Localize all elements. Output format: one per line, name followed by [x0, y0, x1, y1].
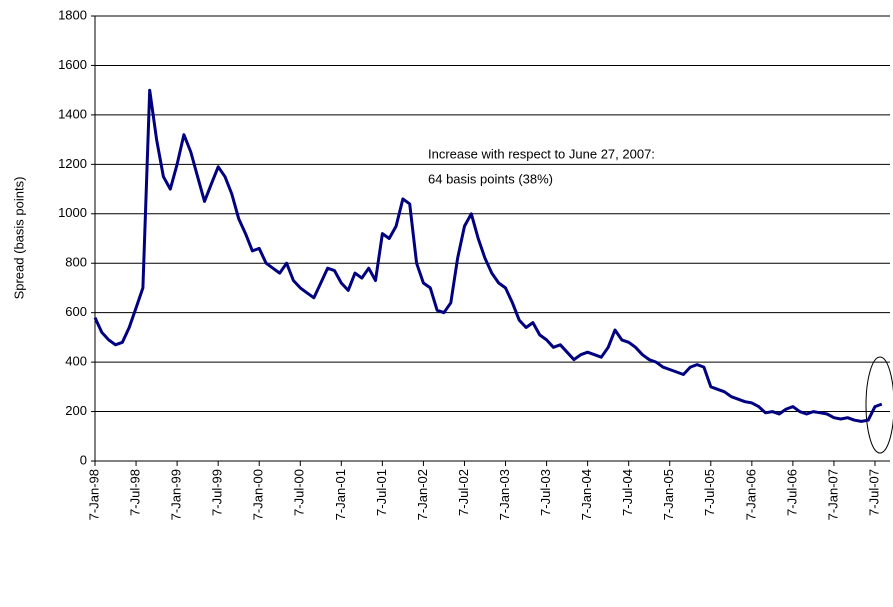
annotation: 64 basis points (38%): [428, 171, 553, 186]
annotation: Increase with respect to June 27, 2007:: [428, 146, 655, 161]
x-tick-label: 7-Jan-02: [415, 469, 430, 520]
y-tick-label: 200: [65, 403, 87, 418]
x-tick-label: 7-Jul-02: [456, 469, 471, 516]
x-tick-label: 7-Jul-04: [620, 469, 635, 516]
x-tick-label: 7-Jan-99: [169, 469, 184, 520]
x-tick-label: 7-Jul-00: [292, 469, 307, 516]
y-tick-label: 1800: [58, 7, 87, 22]
x-tick-label: 7-Jan-03: [497, 469, 512, 520]
x-tick-label: 7-Jan-05: [661, 469, 676, 520]
y-tick-label: 600: [65, 304, 87, 319]
x-tick-label: 7-Jul-01: [374, 469, 389, 516]
x-tick-label: 7-Jan-07: [825, 469, 840, 520]
data-line: [93, 88, 883, 423]
x-tick-label: 7-Jan-06: [743, 469, 758, 520]
highlight-ellipse: [865, 356, 893, 454]
x-tick-label: 7-Jul-99: [210, 469, 225, 516]
x-tick-label: 7-Jan-04: [579, 469, 594, 520]
x-tick-label: 7-Jul-03: [538, 469, 553, 516]
x-tick-label: 7-Jul-06: [784, 469, 799, 516]
y-tick-label: 1000: [58, 205, 87, 220]
x-tick-label: 7-Jul-98: [127, 469, 142, 516]
x-tick-label: 7-Jan-01: [333, 469, 348, 520]
y-tick-label: 1600: [58, 57, 87, 72]
y-axis-label: Spread (basis points): [11, 177, 26, 300]
y-tick-label: 1400: [58, 106, 87, 121]
y-tick-label: 800: [65, 255, 87, 270]
x-tick-label: 7-Jul-05: [702, 469, 717, 516]
y-tick-label: 400: [65, 354, 87, 369]
y-tick-label: 0: [80, 452, 87, 467]
y-tick-label: 1200: [58, 156, 87, 171]
x-tick-label: 7-Jan-00: [251, 469, 266, 520]
x-tick-label: 7-Jul-07: [866, 469, 881, 516]
x-tick-label: 7-Jan-98: [86, 469, 101, 520]
